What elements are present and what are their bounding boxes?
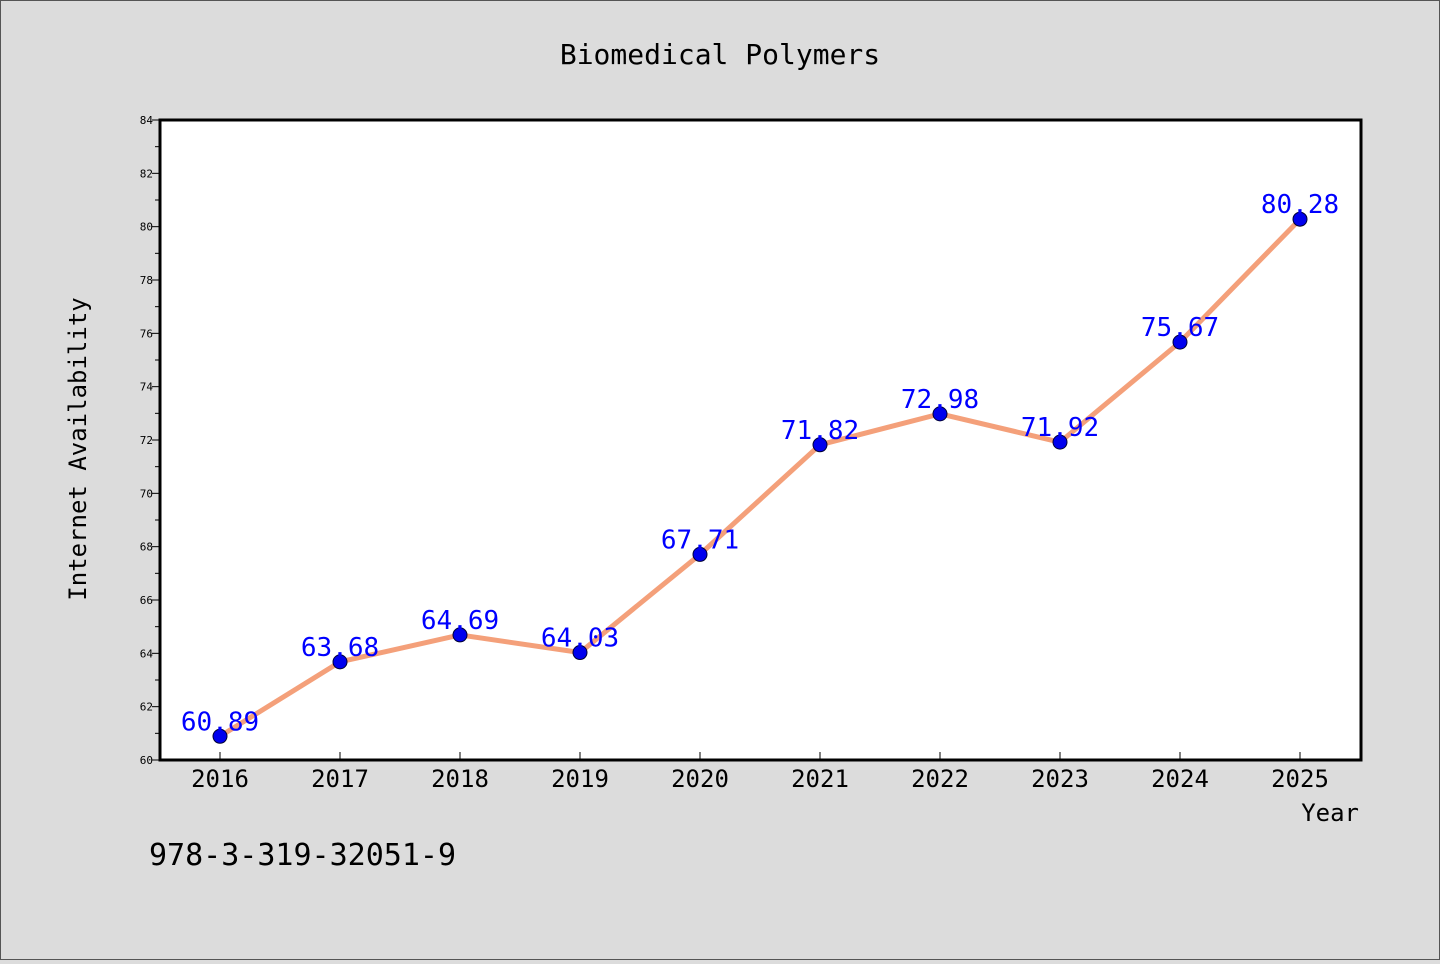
x-tick-label: 2017 bbox=[311, 765, 369, 793]
data-point bbox=[1292, 211, 1308, 227]
data-point bbox=[212, 728, 228, 744]
x-tick-label: 2016 bbox=[191, 765, 249, 793]
data-point bbox=[1172, 334, 1188, 350]
data-label: 75.67 bbox=[1141, 313, 1219, 343]
x-axis: 2016 2017 2018 2019 2020 2021 2022 2023 2024 2025 bbox=[191, 752, 1329, 793]
data-label: 64.69 bbox=[421, 606, 499, 636]
y-tick-label: 76 bbox=[140, 327, 153, 340]
y-tick-label: 70 bbox=[140, 487, 153, 500]
data-label: 72.98 bbox=[901, 385, 979, 415]
y-tick-label: 84 bbox=[140, 114, 154, 127]
y-axis: 60 62 64 66 68 70 72 74 76 78 80 82 84 bbox=[140, 114, 160, 767]
x-axis-label: Year bbox=[1301, 799, 1359, 827]
data-point bbox=[692, 546, 708, 562]
data-point bbox=[452, 627, 468, 643]
data-label: 63.68 bbox=[301, 633, 379, 663]
y-tick-label: 62 bbox=[140, 701, 153, 714]
x-tick-label: 2021 bbox=[791, 765, 849, 793]
x-tick-label: 2022 bbox=[911, 765, 969, 793]
data-point bbox=[812, 437, 828, 453]
data-label: 67.71 bbox=[661, 525, 739, 555]
y-tick-label: 64 bbox=[140, 647, 154, 660]
data-label: 71.92 bbox=[1021, 413, 1099, 443]
x-tick-label: 2018 bbox=[431, 765, 489, 793]
chart-title: Biomedical Polymers bbox=[560, 38, 880, 71]
y-tick-label: 78 bbox=[140, 274, 153, 287]
x-tick-label: 2025 bbox=[1271, 765, 1329, 793]
data-label: 60.89 bbox=[181, 707, 259, 737]
series-polyline bbox=[217, 216, 1303, 739]
data-label: 71.82 bbox=[781, 416, 859, 446]
data-label: 80.28 bbox=[1261, 190, 1339, 220]
y-tick-label: 68 bbox=[140, 541, 153, 554]
series-markers bbox=[212, 211, 1308, 744]
x-tick-label: 2024 bbox=[1151, 765, 1209, 793]
series-line bbox=[217, 216, 1303, 739]
x-tick-label: 2020 bbox=[671, 765, 729, 793]
y-tick-label: 66 bbox=[140, 594, 153, 607]
y-tick-label: 80 bbox=[140, 221, 153, 234]
data-label: 64.03 bbox=[541, 624, 619, 654]
data-point bbox=[932, 406, 948, 422]
y-tick-label: 82 bbox=[140, 167, 153, 180]
data-point bbox=[332, 654, 348, 670]
data-point bbox=[572, 645, 588, 661]
data-labels: 60.89 63.68 64.69 64.03 67.71 71.82 72.98 71.92… bbox=[181, 190, 1339, 737]
x-tick-label: 2023 bbox=[1031, 765, 1089, 793]
y-tick-label: 74 bbox=[140, 381, 154, 394]
y-axis-label: Internet Availability bbox=[64, 297, 92, 600]
y-tick-label: 60 bbox=[140, 754, 153, 767]
footnote: 978-3-319-32051-9 bbox=[149, 838, 456, 873]
y-tick-label: 72 bbox=[140, 434, 153, 447]
plot-area bbox=[158, 118, 1363, 762]
data-point bbox=[1052, 434, 1068, 450]
x-tick-label: 2019 bbox=[551, 765, 609, 793]
